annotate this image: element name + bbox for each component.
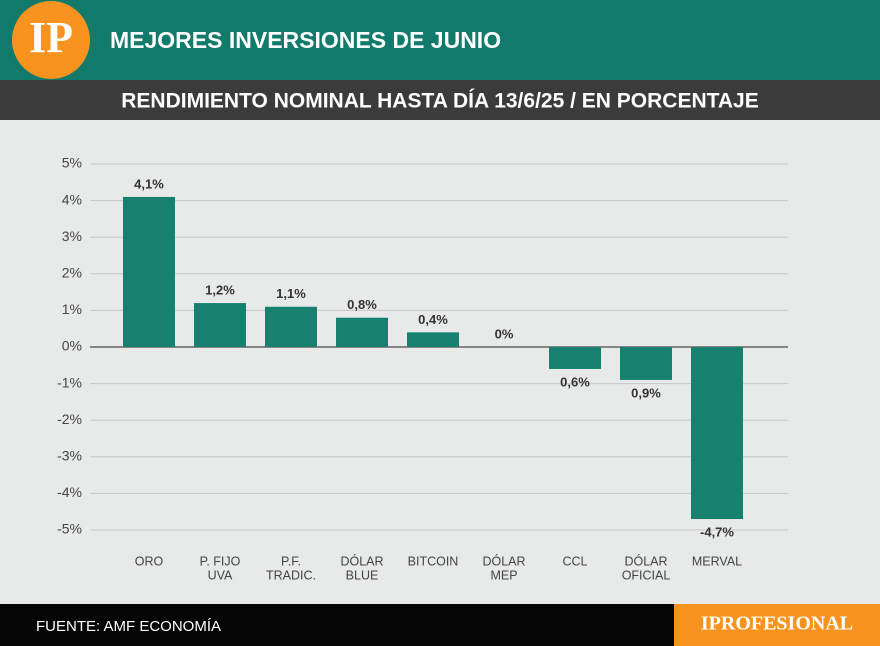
plot: 5% 4% 3% 2% 1% 0% -1% -2% -3% -4% -5% ORO 4,1% P. FIJ…: [57, 155, 788, 582]
x-tick-label: DÓLAR: [624, 553, 667, 568]
y-tick-label: 1%: [62, 301, 82, 317]
y-tick-label: -2%: [57, 411, 82, 427]
y-tick-label: 5%: [62, 155, 82, 171]
x-tick-label: OFICIAL: [622, 568, 671, 582]
value-label: 0,8%: [347, 297, 377, 312]
x-tick-label: P. FIJO: [200, 554, 241, 568]
x-tick-label: BITCOIN: [408, 554, 459, 568]
bar: [691, 347, 743, 520]
value-label: 0,9%: [631, 385, 661, 400]
subtitle: RENDIMIENTO NOMINAL HASTA DÍA 13/6/25 / …: [121, 90, 759, 113]
x-tick-label: MEP: [490, 568, 517, 582]
value-label: 0%: [495, 326, 514, 341]
y-tick-label: 0%: [62, 338, 82, 354]
x-tick-label: TRADIC.: [266, 568, 316, 582]
bar: [265, 306, 317, 347]
x-tick-label: MERVAL: [692, 554, 742, 568]
y-tick-label: -4%: [57, 484, 82, 500]
bar: [620, 347, 672, 380]
x-tick-label: P.F.: [281, 554, 301, 568]
x-tick-label: CCL: [562, 554, 587, 568]
y-tick-label: -5%: [57, 521, 82, 537]
x-tick-label: ORO: [135, 554, 164, 568]
x-tick-label: DÓLAR: [482, 553, 525, 568]
value-label: 0,4%: [418, 312, 448, 327]
header-band: [0, 0, 880, 80]
x-tick-label: DÓLAR: [340, 553, 383, 568]
value-label: 1,2%: [205, 283, 235, 298]
y-tick-label: 3%: [62, 228, 82, 244]
y-tick-label: 4%: [62, 191, 82, 207]
bar: [336, 317, 388, 347]
title: MEJORES INVERSIONES DE JUNIO: [110, 27, 501, 53]
subtitle-band: [0, 80, 880, 120]
source: FUENTE: AMF ECONOMÍA: [36, 618, 221, 635]
brand: IPROFESIONAL: [701, 613, 853, 635]
value-label: -4,7%: [700, 524, 734, 539]
value-label: 0,6%: [560, 374, 590, 389]
logo-circle: [12, 1, 90, 79]
bar: [407, 332, 459, 347]
y-tick-label: -1%: [57, 374, 82, 390]
bar: [123, 196, 175, 347]
x-tick-label: UVA: [208, 568, 233, 582]
value-label: 4,1%: [134, 176, 164, 191]
y-tick-label: -3%: [57, 448, 82, 464]
x-tick-label: BLUE: [346, 568, 379, 582]
bar: [549, 347, 601, 369]
value-label: 1,1%: [276, 286, 306, 301]
brand-box: [674, 604, 880, 646]
bar: [194, 303, 246, 347]
logo: IP: [29, 13, 73, 62]
y-tick-label: 2%: [62, 265, 82, 281]
